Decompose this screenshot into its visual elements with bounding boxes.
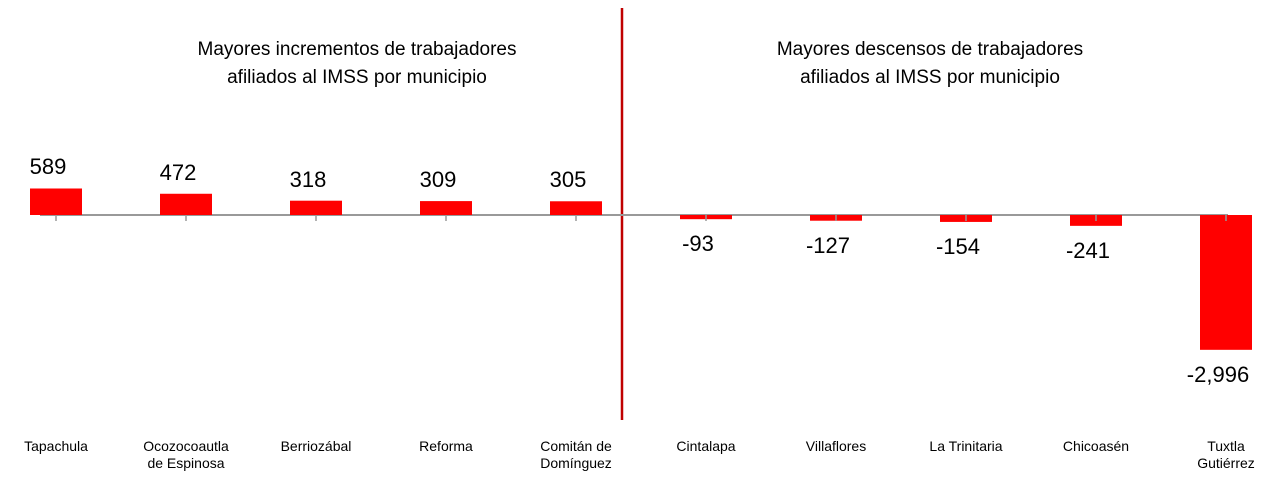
bar — [290, 200, 342, 215]
bar — [420, 201, 472, 215]
value-label: -2,996 — [1186, 361, 1250, 387]
x-tick-label: La Trinitaria — [929, 438, 1003, 454]
value-label: -127 — [805, 232, 851, 258]
bar — [1200, 215, 1252, 350]
x-tick-label: Tuxtla Gutiérrez — [1197, 438, 1255, 471]
x-tick-label: Comitán de Domínguez — [540, 438, 612, 471]
value-label: 589 — [29, 154, 67, 180]
x-tick-label: Tapachula — [24, 438, 88, 454]
x-tick-label: Villaflores — [805, 438, 867, 454]
x-tick-label: Cintalapa — [676, 438, 736, 454]
bar — [30, 188, 82, 215]
value-label: -154 — [935, 233, 981, 259]
x-tick-label: Ocozocoautla de Espinosa — [143, 438, 229, 471]
bar — [160, 193, 212, 215]
value-label: -93 — [682, 231, 714, 257]
annotation: Mayores incrementos de trabajadores afil… — [197, 39, 517, 88]
x-tick-label: Chicoasén — [1062, 438, 1130, 454]
value-label: -241 — [1065, 237, 1111, 263]
value-label: 472 — [159, 159, 197, 185]
bar — [550, 201, 602, 215]
x-tick-label: Berriozábal — [280, 438, 352, 454]
value-label: 318 — [289, 166, 327, 192]
x-tick-label: Reforma — [419, 438, 473, 454]
value-label: 309 — [419, 167, 457, 193]
value-label: 305 — [549, 167, 587, 193]
annotation: Mayores descensos de trabajadores afilia… — [776, 39, 1084, 88]
